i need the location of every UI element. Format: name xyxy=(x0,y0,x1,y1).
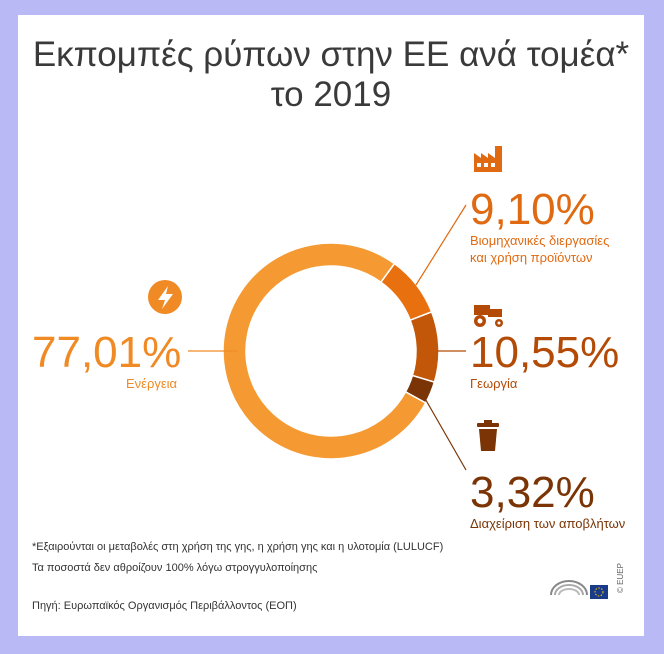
industry-label-line1: Βιομηχανικές διεργασίες xyxy=(470,233,610,248)
waste-label: Διαχείριση των αποβλήτων xyxy=(470,516,626,531)
footnote-rounding: Τα ποσοστά δεν αθροίζουν 100% λόγω στρογ… xyxy=(32,562,318,574)
energy-percentage: 77,01% xyxy=(32,328,182,377)
energy-label: Ενέργεια xyxy=(126,376,178,391)
lightning-icon xyxy=(148,280,182,314)
leader-line-industry xyxy=(415,204,467,286)
tractor-icon xyxy=(474,305,503,327)
footnote-lulucf: *Εξαιρούνται οι μεταβολές στη χρήση της … xyxy=(32,541,444,553)
waste-percentage: 3,32% xyxy=(470,468,595,517)
agriculture-label: Γεωργία xyxy=(470,376,518,391)
slice-agriculture xyxy=(409,310,440,384)
donut-chart xyxy=(148,146,608,599)
factory-icon xyxy=(474,146,502,172)
industry-label-line2: και χρήση προϊόντων xyxy=(470,250,593,265)
copyright-note: © EUEP xyxy=(616,563,625,593)
slice-energy xyxy=(222,242,427,460)
chart-title: Εκπομπές ρύπων στην ΕΕ ανά τομέα* το 201… xyxy=(32,35,630,114)
european-parliament-logo xyxy=(550,580,608,599)
trash-icon xyxy=(477,420,499,451)
industry-percentage: 9,10% xyxy=(470,185,595,234)
slice-waste xyxy=(404,374,436,404)
leader-line-waste xyxy=(422,394,467,471)
agriculture-percentage: 10,55% xyxy=(470,328,620,377)
infographic-card: Εκπομπές ρύπων στην ΕΕ ανά τομέα* το 201… xyxy=(18,15,644,636)
source-note: Πηγή: Ευρωπαϊκός Οργανισμός Περιβάλλοντο… xyxy=(32,600,297,612)
